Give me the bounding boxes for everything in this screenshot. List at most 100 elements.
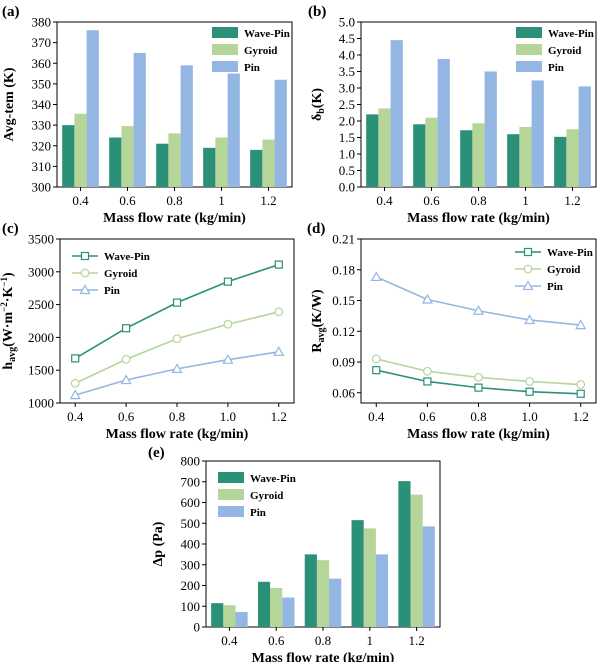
legend-swatch: [212, 27, 238, 38]
y-label-subscript: avg: [316, 327, 327, 342]
legend-marker: [522, 280, 534, 291]
legend-label: Pin: [244, 62, 260, 74]
bar-pin: [531, 80, 544, 187]
bar-wave-pin: [366, 114, 379, 187]
y-tick-label: 0.18: [332, 262, 355, 277]
bar-gyroid: [270, 587, 283, 627]
legend-swatch: [218, 472, 244, 483]
bar-pin: [390, 40, 403, 188]
x-tick-label: 0.8: [166, 193, 182, 208]
y-tick-label: 350: [32, 76, 52, 91]
y-tick-label: 500: [181, 516, 201, 531]
y-tick-label: 2.0: [339, 114, 355, 129]
y-tick-label: 360: [32, 56, 52, 71]
legend-swatch: [516, 44, 542, 55]
x-tick-label: 1.2: [271, 409, 287, 424]
x-tick-label: 0.6: [419, 409, 436, 424]
y-tick-label: 0.12: [332, 324, 355, 339]
bar-wave-pin: [507, 134, 520, 187]
x-tick-label: 0.4: [376, 193, 393, 208]
x-tick-label: 0.6: [423, 193, 440, 208]
legend-swatch: [516, 27, 542, 38]
legend-swatch: [218, 506, 244, 517]
y-axis-label: havg(W·m−2·K−1): [0, 272, 18, 370]
legend-label: Pin: [547, 281, 563, 293]
bar-pin: [180, 65, 193, 187]
data-point-wave-pin: [122, 324, 131, 333]
y-tick-label: 300: [181, 557, 201, 572]
y-axis-label: Ravg(K/W): [310, 289, 327, 353]
data-point-pin: [69, 389, 81, 400]
bar-gyroid: [425, 117, 438, 187]
panel-label: (d): [307, 221, 325, 237]
data-point-pin: [171, 363, 183, 373]
legend-label: Pin: [548, 62, 564, 74]
y-tick-label: 370: [32, 35, 52, 50]
y-label-unit2: ·K: [1, 287, 16, 303]
panel-b: (b) 0.0 0.51.0 1.52.0 2.53.0 3.54.0 4.55.0 0.4 0…: [308, 4, 597, 226]
bar-gyroid: [74, 113, 87, 187]
plot-frame: [59, 238, 295, 404]
data-point-pin: [575, 319, 587, 330]
data-point-wave-pin: [71, 354, 80, 363]
y-tick-label: 3000: [28, 264, 54, 279]
x-tick-label: 1.0: [220, 409, 236, 424]
y-tick-label: 2.5: [339, 97, 355, 112]
y-tick-label: 3500: [28, 232, 54, 247]
y-axis-label: Avg-tem (K): [2, 67, 17, 141]
legend-label: Wave-Pin: [244, 28, 290, 40]
data-point-wave-pin: [474, 383, 483, 392]
y-tick-label: 300: [32, 180, 52, 195]
bar-gyroid: [215, 137, 228, 187]
x-tick-label: 1: [367, 633, 374, 648]
data-point-pin: [222, 353, 234, 364]
bar-wave-pin: [460, 130, 473, 187]
legend-label: Gyroid: [244, 45, 277, 57]
data-point-wave-pin: [525, 387, 534, 396]
legend-label: Gyroid: [104, 268, 137, 280]
y-tick-label: 0.0: [339, 180, 355, 195]
panel-label: (e): [148, 445, 165, 461]
legend-label: Wave-Pin: [104, 251, 150, 263]
bar-pin: [329, 578, 342, 627]
data-point-gyroid: [274, 307, 284, 317]
bar-gyroid: [410, 494, 423, 627]
legend-label: Gyroid: [250, 490, 283, 502]
legend-swatch: [218, 489, 244, 500]
bar-gyroid: [566, 129, 579, 187]
bar-wave-pin: [257, 581, 271, 627]
bar-wave-pin: [398, 481, 411, 627]
data-point-gyroid: [223, 319, 233, 329]
x-tick-label: 1: [218, 193, 225, 208]
x-tick-label: 0.8: [470, 409, 486, 424]
data-point-gyroid: [525, 377, 535, 386]
x-tick-label: 0.6: [268, 633, 285, 648]
y-tick-label: 1000: [28, 396, 54, 411]
bar-gyroid: [168, 133, 181, 187]
legend-marker: [79, 284, 91, 295]
x-tick-label: 0.6: [118, 409, 135, 424]
bar-pin: [274, 79, 287, 187]
data-point-gyroid: [70, 378, 80, 388]
bar-gyroid: [378, 108, 391, 187]
x-tick-label: 1.2: [573, 409, 589, 424]
bar-wave-pin: [250, 149, 263, 187]
bar-gyroid: [316, 560, 330, 627]
y-tick-label: 3.5: [339, 64, 355, 79]
y-axis-label: Δp (Pa): [151, 521, 166, 566]
data-point-pin: [273, 346, 285, 356]
data-point-wave-pin: [372, 366, 381, 375]
bar-pin: [375, 554, 389, 627]
panel-label: (a): [2, 4, 20, 20]
y-tick-label: 800: [181, 454, 201, 469]
legend-label: Wave-Pin: [547, 247, 593, 259]
x-tick-label: 0.4: [368, 409, 385, 424]
panel-e: (e) 0 100 200 300 400 500 600 700 800 0.4 0.6 0.8 1 1.…: [148, 445, 441, 662]
x-tick-label: 1: [522, 193, 529, 208]
y-tick-label: 1.5: [339, 130, 355, 145]
bar-gyroid: [262, 139, 275, 187]
y-label-sup: −2: [0, 302, 9, 312]
x-tick-label: 0.4: [67, 409, 84, 424]
data-point-gyroid: [172, 334, 182, 344]
y-label-unit: (K): [310, 88, 325, 109]
